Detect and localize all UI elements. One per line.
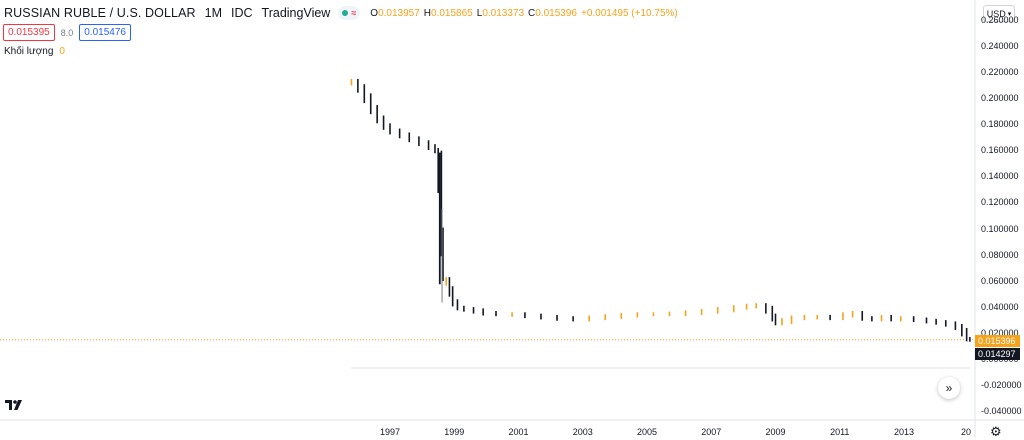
last-price-tag: 0.015396 <box>975 335 1020 347</box>
currency-select[interactable]: USD ▾ <box>983 5 1015 22</box>
y-tick-label: 0.040000 <box>981 301 1019 312</box>
market-open-dot-icon <box>342 10 349 16</box>
scroll-to-realtime-button[interactable]: » <box>938 377 960 399</box>
x-tick-label: 2001 <box>508 427 529 437</box>
y-tick-label: -0.020000 <box>981 379 1022 390</box>
ohlc-values: O0.013957 H0.015865 L0.013373 C0.015396 … <box>370 8 677 19</box>
market-status-pill[interactable]: ≈ <box>338 6 361 20</box>
x-tick-label: 2003 <box>572 427 593 437</box>
double-chevron-right-icon: » <box>945 381 953 395</box>
chevron-down-icon: ▾ <box>1007 10 1012 18</box>
source-label: TradingView <box>261 6 331 20</box>
y-tick-label: 0.240000 <box>981 41 1019 52</box>
x-tick-label: 2009 <box>765 427 786 437</box>
x-tick-label: 2007 <box>701 427 722 437</box>
trade-price-boxes: 0.015395 8.0 0.015476 <box>3 24 131 41</box>
y-tick-label: 0.260000 <box>981 15 1019 25</box>
y-tick-label: 0.160000 <box>981 145 1019 156</box>
y-tick-label: 0.220000 <box>981 67 1019 78</box>
legend-header: RUSSIAN RUBLE / U.S. DOLLAR 1M IDC Tradi… <box>4 5 678 21</box>
y-tick-label: 0.140000 <box>981 171 1019 182</box>
volume-value: 0 <box>59 46 65 57</box>
open-key: O <box>370 7 379 19</box>
x-tick-label: 1997 <box>379 427 401 437</box>
y-tick-label: 0.120000 <box>981 197 1019 208</box>
buy-price-button[interactable]: 0.015476 <box>79 24 131 41</box>
interval-label[interactable]: 1M <box>204 6 223 20</box>
x-tick-label: 20 <box>960 427 972 437</box>
y-tick-label: 0.200000 <box>981 93 1019 104</box>
close-value: 0.015396 <box>535 7 577 19</box>
y-tick-label: 0.180000 <box>981 119 1019 130</box>
delayed-data-icon: ≈ <box>351 8 357 18</box>
change-value: +0.001495 (+10.75%) <box>580 7 678 19</box>
low-price-tag: 0.014297 <box>975 348 1020 360</box>
high-value: 0.015865 <box>431 7 473 19</box>
y-tick-label: 0.020000 <box>981 327 1019 338</box>
volume-legend[interactable]: Khối lượng 0 <box>4 46 65 57</box>
currency-label: USD <box>986 8 1006 19</box>
volume-label: Khối lượng <box>4 46 54 57</box>
sell-price-button[interactable]: 0.015395 <box>3 24 55 41</box>
tradingview-logo-icon[interactable] <box>4 398 24 412</box>
high-key: H <box>423 7 432 19</box>
y-tick-label: 0.100000 <box>981 223 1019 234</box>
gear-icon[interactable]: ⚙ <box>990 424 1002 439</box>
open-value: 0.013957 <box>378 7 420 19</box>
low-key: L <box>476 7 483 19</box>
y-tick-label: -0.040000 <box>981 406 1022 416</box>
y-tick-label: 0.060000 <box>981 275 1019 286</box>
x-tick-label: 2013 <box>893 427 915 437</box>
spread-value: 8.0 <box>60 27 74 38</box>
exchange-label: IDC <box>231 6 253 20</box>
close-key: C <box>528 7 536 19</box>
x-tick-label: 1999 <box>444 427 465 437</box>
x-tick-label: 2005 <box>636 427 658 437</box>
symbol-title[interactable]: RUSSIAN RUBLE / U.S. DOLLAR <box>4 6 196 20</box>
x-tick-label: 2011 <box>830 427 850 437</box>
y-tick-label: 0.080000 <box>981 249 1019 260</box>
low-value: 0.013373 <box>482 7 525 19</box>
